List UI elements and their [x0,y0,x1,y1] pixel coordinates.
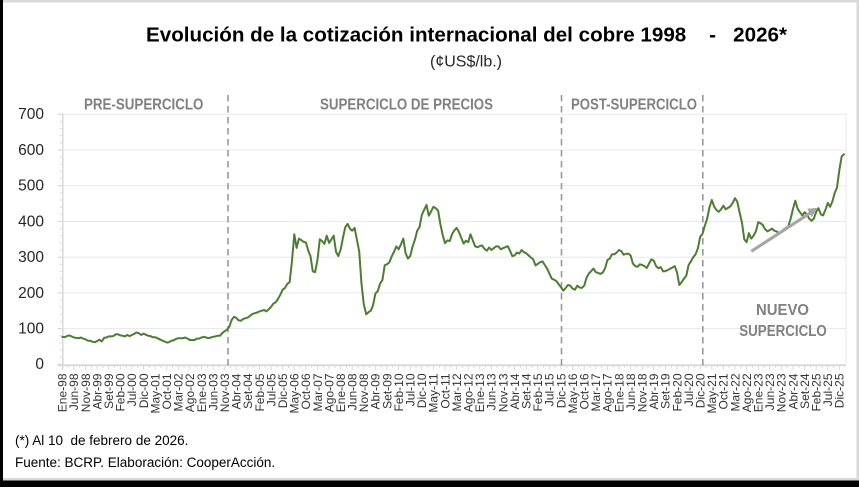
svg-text:Abr-09: Abr-09 [369,373,383,409]
svg-text:Jul-25: Jul-25 [821,373,835,406]
svg-text:300: 300 [18,249,44,266]
svg-text:Feb-20: Feb-20 [670,373,684,411]
svg-text:Nov-08: Nov-08 [357,373,371,412]
svg-text:(¢US$/lb.): (¢US$/lb.) [430,54,502,71]
svg-text:Jun-13: Jun-13 [485,373,499,410]
svg-text:May-16: May-16 [566,373,580,413]
svg-text:Ene-98: Ene-98 [56,373,70,412]
svg-text:Jun-98: Jun-98 [67,373,81,410]
svg-text:Set-24: Set-24 [798,373,812,409]
svg-text:May-11: May-11 [427,373,441,412]
svg-text:NUEVO: NUEVO [756,302,809,319]
svg-text:Mar-22: Mar-22 [728,373,742,411]
svg-text:Jun-23: Jun-23 [763,373,777,410]
svg-text:Dic-15: Dic-15 [554,373,568,408]
svg-text:Mar-17: Mar-17 [589,373,603,411]
svg-text:Dic-00: Dic-00 [137,373,151,408]
svg-text:Feb-05: Feb-05 [253,373,267,411]
svg-text:Ago-07: Ago-07 [322,373,336,412]
svg-text:Jun-03: Jun-03 [206,373,220,410]
svg-text:Jul-15: Jul-15 [543,373,557,406]
svg-text:Feb-15: Feb-15 [531,373,545,411]
svg-text:Ene-08: Ene-08 [334,373,348,412]
svg-text:400: 400 [18,213,44,230]
svg-text:SUPERCICLO DE PRECIOS: SUPERCICLO DE PRECIOS [320,97,493,114]
svg-text:Fuente: BCRP. Elaboración: Coo: Fuente: BCRP. Elaboración: CooperAcción. [15,455,275,470]
svg-text:700: 700 [18,106,44,123]
svg-text:Dic-10: Dic-10 [415,373,429,408]
svg-text:Jul-10: Jul-10 [404,373,418,406]
svg-text:Nov-98: Nov-98 [79,373,93,412]
svg-text:Abr-24: Abr-24 [786,373,800,409]
svg-text:Dic-25: Dic-25 [833,373,847,408]
svg-text:Jun-18: Jun-18 [624,373,638,410]
svg-text:Ene-13: Ene-13 [473,373,487,412]
svg-text:0: 0 [35,356,44,373]
svg-text:Ene-03: Ene-03 [195,373,209,412]
svg-text:Abr-99: Abr-99 [90,373,104,409]
svg-text:Nov-13: Nov-13 [496,373,510,412]
svg-text:Ago-12: Ago-12 [462,373,476,412]
svg-text:SUPERCICLO: SUPERCICLO [739,323,827,340]
svg-text:Evolución de la cotización int: Evolución de la cotización internacional… [146,25,787,47]
svg-text:Ago-22: Ago-22 [740,373,754,412]
svg-text:Nov-18: Nov-18 [636,373,650,412]
svg-text:Abr-04: Abr-04 [230,373,244,409]
svg-text:Nov-23: Nov-23 [775,373,789,412]
svg-text:Feb-10: Feb-10 [392,373,406,411]
svg-text:Jul-00: Jul-00 [125,373,139,406]
svg-text:PRE-SUPERCICLO: PRE-SUPERCICLO [84,97,204,114]
svg-text:POST-SUPERCICLO: POST-SUPERCICLO [571,97,697,114]
svg-text:Feb-25: Feb-25 [810,373,824,411]
svg-text:Nov-03: Nov-03 [218,373,232,412]
svg-text:200: 200 [18,285,44,302]
svg-text:Set-14: Set-14 [520,373,534,409]
svg-text:Jun-08: Jun-08 [346,373,360,410]
svg-text:Mar-12: Mar-12 [450,373,464,411]
svg-text:100: 100 [18,321,44,338]
svg-text:600: 600 [18,142,44,159]
svg-text:Ago-02: Ago-02 [183,373,197,412]
svg-text:Oct-16: Oct-16 [578,373,592,409]
svg-text:Feb-00: Feb-00 [114,373,128,411]
svg-text:Ago-17: Ago-17 [601,373,615,412]
svg-text:(*) Al 10 de febrero de 2026.: (*) Al 10 de febrero de 2026. [15,433,188,448]
svg-text:Set-09: Set-09 [380,373,394,409]
svg-text:Set-99: Set-99 [102,373,116,409]
svg-text:Mar-02: Mar-02 [172,373,186,411]
svg-text:Abr-19: Abr-19 [647,373,661,409]
svg-text:Oct-01: Oct-01 [160,373,174,409]
svg-text:Dic-20: Dic-20 [694,373,708,408]
svg-text:Abr-14: Abr-14 [508,373,522,409]
svg-text:Oct-06: Oct-06 [299,373,313,409]
svg-text:Jul-05: Jul-05 [264,373,278,406]
svg-text:May-21: May-21 [705,373,719,413]
svg-text:May-01: May-01 [148,373,162,413]
svg-text:Set-04: Set-04 [241,373,255,409]
svg-text:Ene-18: Ene-18 [612,373,626,412]
svg-text:Set-19: Set-19 [659,373,673,409]
svg-text:Dic-05: Dic-05 [276,373,290,408]
svg-text:May-06: May-06 [288,373,302,413]
svg-text:500: 500 [18,178,44,195]
svg-text:Oct-21: Oct-21 [717,373,731,409]
svg-text:Ene-23: Ene-23 [752,373,766,412]
svg-text:Jul-20: Jul-20 [682,373,696,406]
svg-text:Mar-07: Mar-07 [311,373,325,411]
svg-text:Oct-11: Oct-11 [438,373,452,408]
